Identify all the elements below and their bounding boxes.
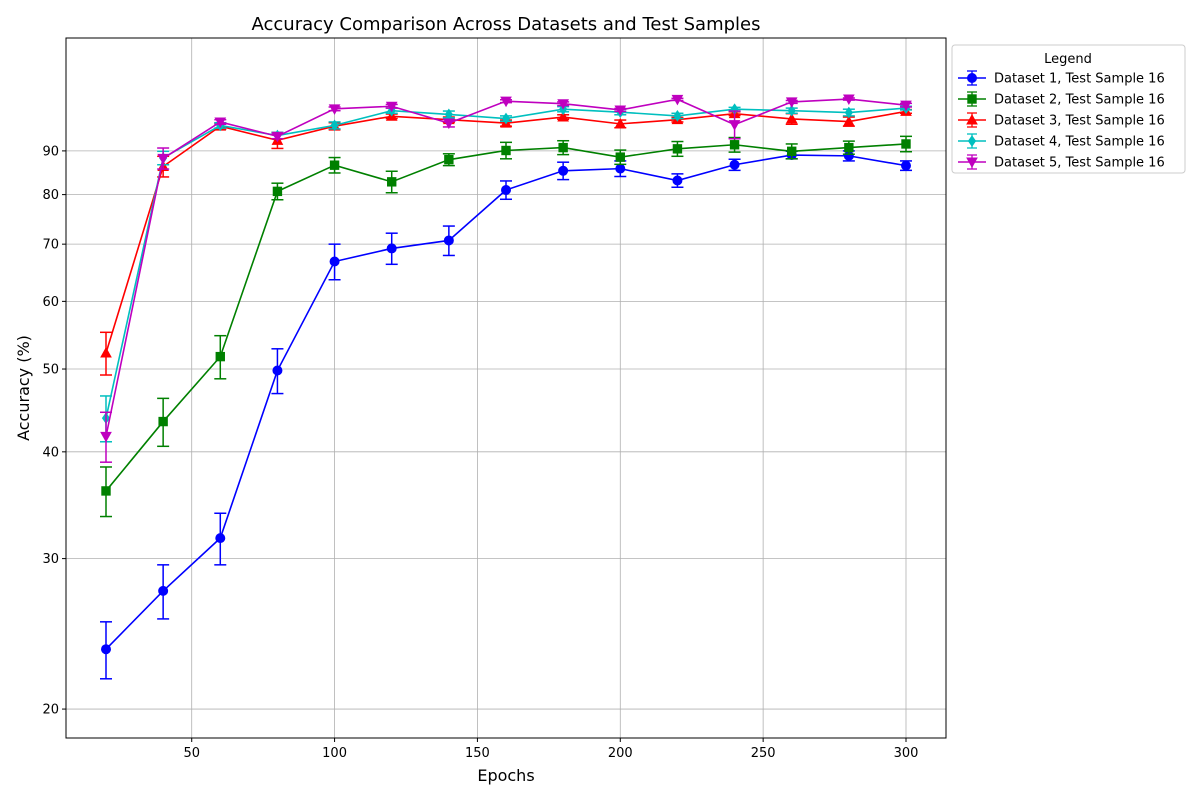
data-point (272, 365, 283, 376)
x-axis-label: Epochs (477, 766, 534, 785)
data-point (330, 119, 339, 132)
y-axis-ticks: 20 30 40 50 60 70 80 90 (42, 144, 66, 718)
legend-marker (967, 94, 977, 104)
data-point (673, 110, 682, 122)
series-1 (100, 150, 912, 680)
series-5 (100, 94, 912, 463)
data-point (501, 112, 511, 125)
data-point (901, 139, 911, 149)
data-point (271, 131, 284, 143)
data-point (901, 160, 911, 171)
data-point (844, 142, 854, 153)
legend-items: Dataset 1, Test Sample 16 Dataset 2, Test… (958, 70, 1165, 171)
data-point (557, 99, 569, 110)
data-point (444, 154, 454, 165)
legend-label: Dataset 1, Test Sample 16 (994, 72, 1165, 87)
legend-item: Dataset 4, Test Sample 16 (958, 133, 1165, 150)
data-point (844, 106, 853, 119)
data-point (329, 160, 340, 170)
legend-item: Dataset 2, Test Sample 16 (958, 91, 1165, 108)
data-point (500, 96, 512, 108)
data-point (614, 105, 627, 116)
legend-label: Dataset 3, Test Sample 16 (994, 114, 1165, 129)
data-point (158, 585, 169, 596)
data-point (558, 165, 569, 176)
data-point (615, 152, 625, 162)
legend-item: Dataset 3, Test Sample 16 (958, 112, 1165, 129)
data-point (785, 97, 798, 108)
data-point (787, 104, 796, 117)
y-axis-label: Accuracy (%) (14, 335, 33, 441)
chart-title: Accuracy Comparison Across Datasets and … (252, 14, 761, 35)
data-point (501, 145, 511, 156)
plot-frame (65, 37, 947, 739)
data-point (900, 100, 912, 112)
data-point (614, 117, 627, 129)
legend-marker (967, 135, 977, 147)
legend-marker (967, 73, 977, 83)
data-point (785, 112, 798, 124)
x-axis-ticks: 50 100 150 200 250 300 (183, 738, 918, 761)
data-point (272, 186, 283, 197)
y-tick-label: 70 (42, 238, 59, 253)
data-point (328, 104, 341, 115)
series-2 (100, 135, 912, 518)
legend-marker (966, 113, 978, 125)
legend-title: Legend (1044, 52, 1092, 67)
legend: Legend Dataset 1, Test Sample 16Dataset … (951, 44, 1186, 174)
data-point (443, 235, 454, 246)
series-layer (100, 94, 912, 680)
data-point (729, 159, 740, 170)
y-tick-label: 90 (42, 144, 59, 159)
data-point (557, 110, 569, 122)
y-tick-label: 60 (42, 295, 59, 310)
legend-marker (966, 157, 978, 169)
data-point (157, 153, 169, 165)
x-tick-label: 150 (465, 746, 490, 761)
data-point (100, 347, 112, 358)
data-point (101, 486, 111, 496)
legend-box (951, 44, 1186, 174)
legend-label: Dataset 4, Test Sample 16 (994, 135, 1165, 150)
data-point (787, 146, 797, 157)
data-point (215, 533, 226, 544)
data-point (329, 256, 340, 267)
data-point (843, 94, 855, 106)
x-tick-label: 200 (608, 746, 633, 761)
legend-label: Dataset 2, Test Sample 16 (994, 93, 1165, 108)
legend-label: Dataset 5, Test Sample 16 (994, 156, 1165, 171)
y-tick-label: 40 (42, 445, 59, 460)
data-point (101, 644, 111, 655)
data-point (728, 120, 741, 131)
data-point (214, 117, 227, 128)
data-point (100, 431, 112, 443)
data-point (729, 140, 740, 150)
data-point (387, 177, 397, 187)
y-tick-label: 20 (42, 703, 59, 718)
data-point (615, 163, 626, 174)
data-point (843, 115, 855, 127)
x-tick-label: 100 (322, 746, 347, 761)
data-point (672, 144, 683, 154)
legend-item: Dataset 1, Test Sample 16 (958, 70, 1165, 87)
data-point (501, 184, 511, 195)
data-point (215, 351, 225, 362)
data-point (671, 94, 684, 106)
x-tick-label: 50 (183, 746, 200, 761)
y-tick-label: 30 (42, 552, 59, 567)
data-point (386, 243, 397, 254)
y-tick-label: 50 (42, 363, 59, 378)
x-tick-label: 250 (751, 746, 776, 761)
y-tick-label: 80 (42, 188, 59, 203)
data-point (385, 101, 398, 113)
data-point (158, 416, 168, 427)
x-tick-label: 300 (894, 746, 919, 761)
data-point (558, 142, 568, 153)
data-point (443, 118, 455, 130)
legend-item: Dataset 5, Test Sample 16 (958, 154, 1165, 171)
data-point (672, 175, 683, 186)
